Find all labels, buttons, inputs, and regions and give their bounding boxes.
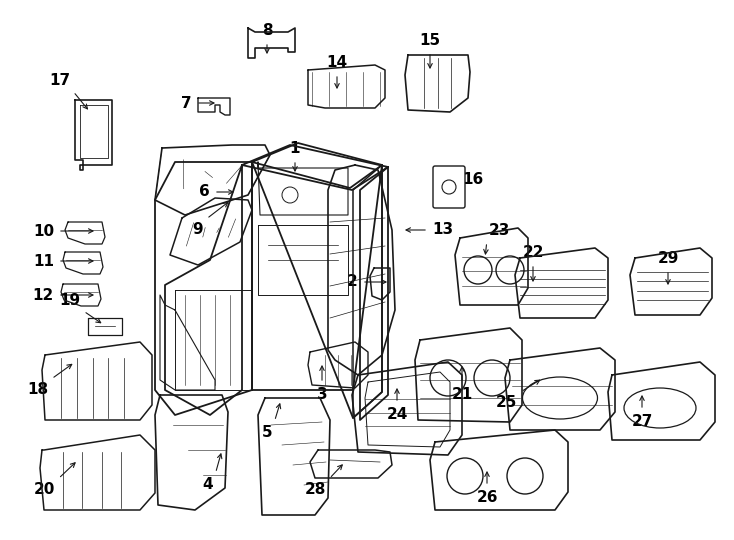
Text: 13: 13 — [432, 222, 453, 238]
Text: 27: 27 — [631, 414, 653, 429]
Text: 5: 5 — [261, 425, 272, 440]
Text: 14: 14 — [327, 55, 348, 70]
Text: 2: 2 — [347, 274, 358, 289]
Text: 24: 24 — [386, 407, 407, 422]
Text: 25: 25 — [495, 395, 517, 410]
Text: 12: 12 — [33, 287, 54, 302]
Text: 6: 6 — [199, 185, 210, 199]
Text: 11: 11 — [33, 253, 54, 268]
Text: 16: 16 — [462, 172, 483, 186]
Text: 3: 3 — [316, 387, 327, 402]
Text: 23: 23 — [489, 223, 510, 238]
Text: 29: 29 — [658, 251, 679, 266]
Text: 20: 20 — [34, 482, 55, 497]
Text: 7: 7 — [181, 96, 192, 111]
Text: 15: 15 — [419, 33, 440, 48]
Text: 26: 26 — [476, 490, 498, 505]
Text: 21: 21 — [451, 387, 473, 402]
Text: 18: 18 — [27, 382, 48, 397]
Text: 1: 1 — [290, 141, 300, 156]
Text: 28: 28 — [305, 482, 326, 497]
Text: 10: 10 — [33, 224, 54, 239]
Text: 8: 8 — [262, 23, 272, 38]
Text: 19: 19 — [59, 293, 80, 308]
Text: 22: 22 — [523, 245, 544, 260]
Text: 9: 9 — [192, 222, 203, 237]
Text: 4: 4 — [203, 477, 213, 492]
Text: 17: 17 — [49, 73, 70, 88]
FancyBboxPatch shape — [433, 166, 465, 208]
